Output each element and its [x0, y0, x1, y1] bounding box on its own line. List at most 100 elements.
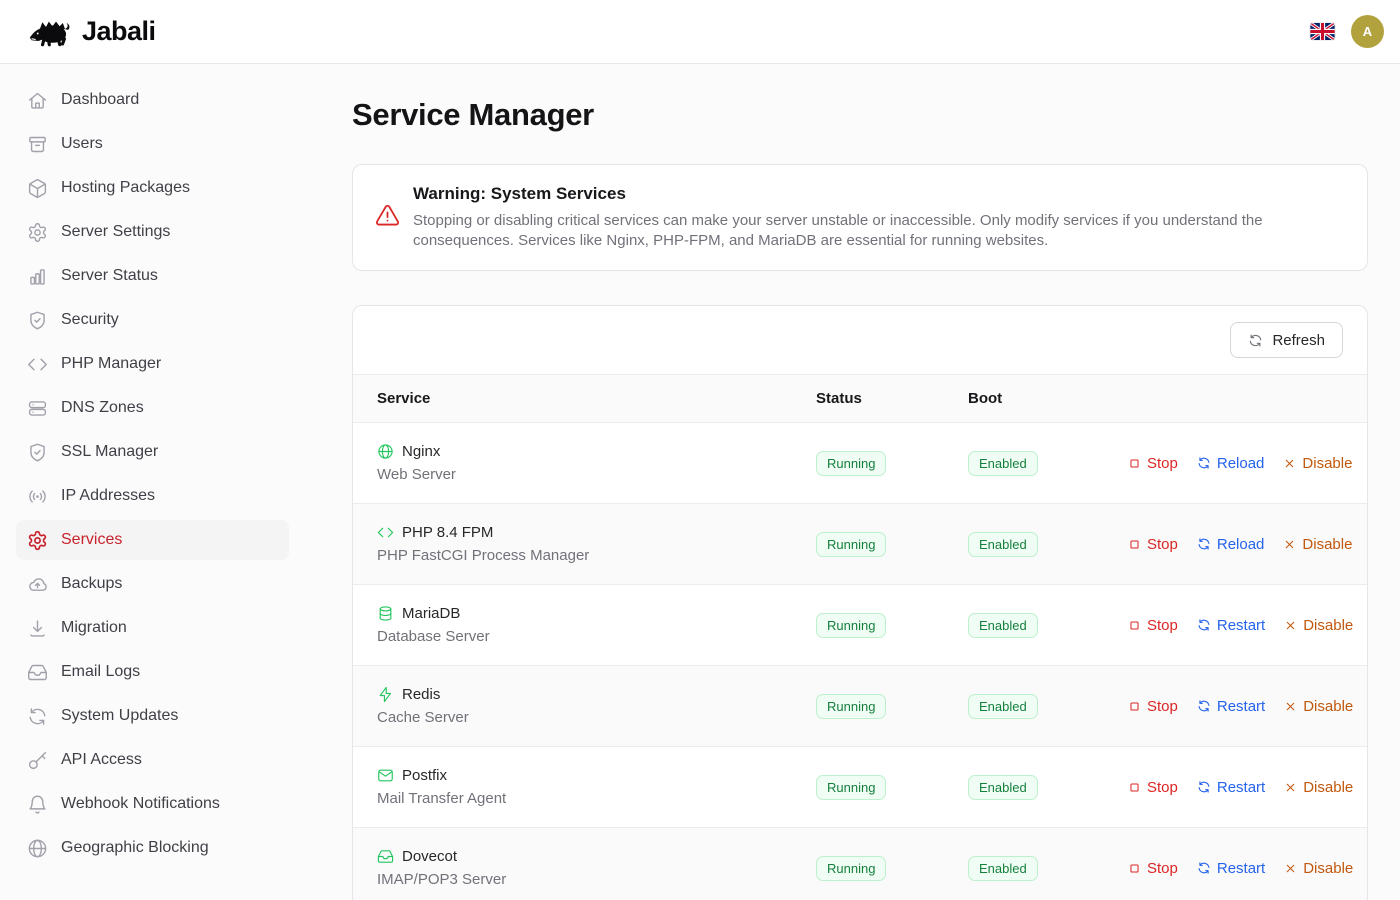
brand-title: Jabali	[82, 16, 156, 46]
restart-button[interactable]: Restart	[1197, 779, 1265, 796]
disable-button[interactable]: Disable	[1283, 455, 1352, 472]
status-badge: Running	[816, 855, 887, 881]
sidebar-item-dashboard[interactable]: Dashboard	[16, 80, 289, 120]
column-header-boot: Boot	[968, 390, 1003, 407]
sidebar-item-server-settings[interactable]: Server Settings	[16, 212, 289, 252]
sidebar-item-hosting-packages[interactable]: Hosting Packages	[16, 168, 289, 208]
refresh-icon	[1197, 699, 1211, 713]
sidebar-item-users[interactable]: Users	[16, 124, 289, 164]
service-name: Nginx	[402, 443, 441, 460]
warning-triangle-icon	[375, 203, 400, 228]
restart-button[interactable]: Restart	[1197, 698, 1265, 715]
status-badge: Running	[816, 693, 887, 719]
status-badge: Running	[816, 774, 887, 800]
service-description: Mail Transfer Agent	[377, 790, 507, 807]
globe-icon	[27, 838, 48, 859]
disable-button[interactable]: Disable	[1284, 860, 1353, 877]
sidebar-item-api-access[interactable]: API Access	[16, 740, 289, 780]
service-name: Postfix	[402, 767, 448, 784]
warning-body: Stopping or disabling critical services …	[413, 212, 1263, 249]
sidebar-item-label: Users	[61, 135, 103, 152]
sidebar-item-label: Geographic Blocking	[61, 839, 209, 856]
server-stack-icon	[27, 398, 48, 419]
service-name: MariaDB	[402, 605, 461, 622]
sidebar-item-php-manager[interactable]: PHP Manager	[16, 344, 289, 384]
refresh-icon	[1197, 861, 1211, 875]
reload-button[interactable]: Reload	[1197, 455, 1264, 472]
boar-icon	[28, 16, 74, 48]
column-header-service: Service	[377, 390, 431, 407]
sidebar-item-label: System Updates	[61, 707, 179, 724]
broadcast-icon	[27, 486, 48, 507]
sidebar-item-label: SSL Manager	[61, 443, 159, 460]
language-selector[interactable]	[1310, 23, 1335, 40]
sidebar-item-label: Server Status	[61, 267, 158, 284]
service-name: PHP 8.4 FPM	[402, 524, 494, 541]
user-avatar[interactable]: A	[1351, 15, 1384, 48]
refresh-icon	[1248, 333, 1263, 348]
database-icon	[377, 605, 394, 622]
x-icon	[1283, 457, 1296, 470]
sidebar-item-backups[interactable]: Backups	[16, 564, 289, 604]
sidebar-item-webhook-notifications[interactable]: Webhook Notifications	[16, 784, 289, 824]
users-icon	[27, 134, 48, 155]
mail-icon	[377, 767, 394, 784]
table-header-row: Service Status Boot	[353, 374, 1367, 422]
stop-button[interactable]: Stop	[1128, 698, 1178, 715]
code-icon	[27, 354, 48, 375]
restart-button[interactable]: Restart	[1197, 617, 1265, 634]
service-description: Database Server	[377, 628, 490, 645]
sidebar-item-system-updates[interactable]: System Updates	[16, 696, 289, 736]
sidebar-item-label: PHP Manager	[61, 355, 162, 372]
sidebar-item-server-status[interactable]: Server Status	[16, 256, 289, 296]
stop-button[interactable]: Stop	[1128, 536, 1178, 553]
sidebar-item-email-logs[interactable]: Email Logs	[16, 652, 289, 692]
disable-button[interactable]: Disable	[1283, 536, 1352, 553]
boot-badge: Enabled	[968, 531, 1038, 557]
x-icon	[1284, 862, 1297, 875]
stop-button[interactable]: Stop	[1128, 455, 1178, 472]
sidebar-item-label: DNS Zones	[61, 399, 144, 416]
table-row: Dovecot IMAP/POP3 Server Running Enabled…	[353, 827, 1367, 900]
stop-square-icon	[1128, 862, 1141, 875]
sidebar-item-services[interactable]: Services	[16, 520, 289, 560]
sidebar-item-dns-zones[interactable]: DNS Zones	[16, 388, 289, 428]
column-header-status: Status	[816, 390, 862, 407]
stop-button[interactable]: Stop	[1128, 779, 1178, 796]
sidebar-item-security[interactable]: Security	[16, 300, 289, 340]
sidebar-item-ip-addresses[interactable]: IP Addresses	[16, 476, 289, 516]
sidebar-item-migration[interactable]: Migration	[16, 608, 289, 648]
shield-check-icon	[27, 310, 48, 331]
stop-square-icon	[1128, 619, 1141, 632]
main-content: Service Manager Warning: System Services…	[305, 64, 1400, 900]
sidebar-item-label: Email Logs	[61, 663, 141, 680]
sidebar-item-geographic-blocking[interactable]: Geographic Blocking	[16, 828, 289, 868]
home-icon	[27, 90, 48, 111]
sidebar-item-label: Hosting Packages	[61, 179, 190, 196]
shield-check-icon	[27, 442, 48, 463]
sidebar-item-label: Services	[61, 531, 123, 548]
inbox-icon	[27, 662, 48, 683]
brand-logo[interactable]: Jabali	[28, 16, 156, 48]
service-name: Dovecot	[402, 848, 458, 865]
disable-button[interactable]: Disable	[1284, 779, 1353, 796]
restart-button[interactable]: Restart	[1197, 860, 1265, 877]
reload-button[interactable]: Reload	[1197, 536, 1264, 553]
service-description: Cache Server	[377, 709, 469, 726]
sidebar-item-label: Webhook Notifications	[61, 795, 220, 812]
warning-title: Warning: System Services	[413, 184, 626, 203]
stop-button[interactable]: Stop	[1128, 860, 1178, 877]
disable-button[interactable]: Disable	[1284, 617, 1353, 634]
sidebar-item-label: Backups	[61, 575, 123, 592]
stop-square-icon	[1128, 457, 1141, 470]
sidebar-item-label: Migration	[61, 619, 127, 636]
disable-button[interactable]: Disable	[1284, 698, 1353, 715]
table-row: Postfix Mail Transfer Agent Running Enab…	[353, 746, 1367, 827]
refresh-button[interactable]: Refresh	[1230, 322, 1343, 358]
gear-icon	[27, 530, 48, 551]
sidebar-item-ssl-manager[interactable]: SSL Manager	[16, 432, 289, 472]
table-row: Redis Cache Server Running Enabled Stop …	[353, 665, 1367, 746]
uk-flag-icon	[1310, 23, 1335, 40]
download-icon	[27, 618, 48, 639]
stop-button[interactable]: Stop	[1128, 617, 1178, 634]
